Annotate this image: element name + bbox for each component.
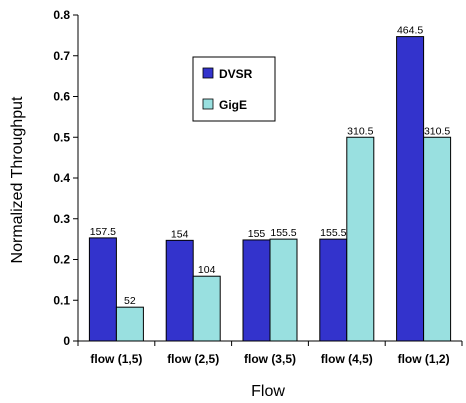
x-tick-label: flow (3,5) [244,352,296,366]
data-label: 310.5 [424,125,450,137]
y-tick-label: 0.7 [53,49,70,63]
bar-dvsr-5 [396,36,425,342]
x-axis-title: Flow [251,383,285,400]
y-tick-label: 0.3 [53,212,70,226]
x-tick-label: flow (1,5) [90,352,142,366]
data-label: 155.5 [320,227,346,239]
data-label: 155.5 [270,227,296,239]
data-label: 154 [171,228,189,240]
bar-dvsr-4 [319,238,348,342]
y-tick-label: 0.6 [53,90,70,104]
y-tick-label: 0.2 [53,253,70,267]
legend-swatch-gige [202,98,214,110]
y-tick-label: 0 [63,334,70,348]
bar-dvsr-2 [165,239,194,342]
bar-dvsr-3 [242,239,271,342]
x-tick-label: flow (2,5) [167,352,219,366]
data-label: 155 [248,228,266,240]
bar-gige-3 [269,238,298,342]
y-tick-label: 0.5 [53,130,70,144]
axes [77,15,463,346]
data-label: 104 [198,264,216,276]
y-axis-title: Normalized Throughput [9,96,26,263]
bars [88,36,452,342]
data-label: 464.5 [397,25,423,37]
data-label: 310.5 [347,125,373,137]
data-label: 52 [124,295,136,307]
y-axis-ticks: 0 0.1 0.2 0.3 0.4 0.5 0.6 0.7 0.8 [53,8,78,348]
data-labels: 157.5 154 155 155.5 464.5 52 104 155.5 310.5 310.… [90,25,451,308]
bar-dvsr-1 [88,237,117,342]
bar-gige-2 [192,275,221,342]
legend: DVSR GigE [192,56,276,122]
bar-gige-5 [423,136,452,342]
y-tick-label: 0.4 [53,171,70,185]
data-label: 157.5 [90,226,116,238]
legend-label-dvsr: DVSR [219,67,253,81]
bar-gige-4 [346,136,375,342]
x-tick-label: flow (1,2) [398,352,450,366]
x-axis-categories: flow (1,5) flow (2,5) flow (3,5) flow (4,5)… [90,352,449,366]
bar-gige-1 [115,306,144,342]
y-tick-label: 0.8 [53,8,70,22]
x-tick-label: flow (4,5) [321,352,373,366]
y-tick-label: 0.1 [53,293,70,307]
legend-swatch-dvsr [202,67,214,79]
legend-label-gige: GigE [219,98,247,112]
